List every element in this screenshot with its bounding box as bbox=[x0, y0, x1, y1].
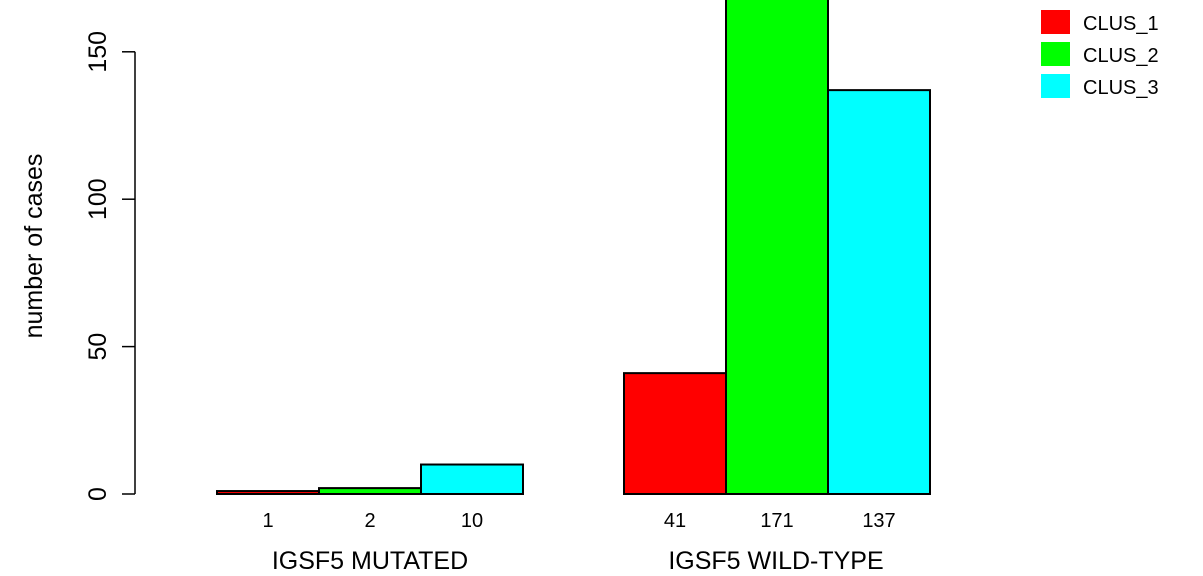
y-tick-label: 100 bbox=[84, 178, 112, 220]
legend-label: CLUS_3 bbox=[1083, 77, 1159, 99]
legend-swatch bbox=[1041, 74, 1070, 98]
bar bbox=[827, 89, 931, 496]
group-label-mutated: IGSF5 MUTATED bbox=[272, 547, 468, 575]
bar bbox=[623, 372, 727, 495]
bar-value-label: 171 bbox=[760, 510, 793, 532]
bar-value-label: 1 bbox=[262, 510, 273, 532]
bar-value-label: 10 bbox=[461, 510, 483, 532]
bar-value-label: 2 bbox=[364, 510, 375, 532]
legend-label: CLUS_1 bbox=[1083, 13, 1159, 35]
bar bbox=[216, 490, 320, 496]
value-labels: 1 2 10 41 171 137 bbox=[262, 510, 895, 532]
legend: CLUS_1 CLUS_2 CLUS_3 bbox=[1041, 10, 1159, 99]
bar bbox=[725, 0, 829, 496]
y-axis-label: number of cases bbox=[20, 154, 48, 339]
group-label-wild-type: IGSF5 WILD-TYPE bbox=[668, 547, 883, 575]
bar bbox=[420, 463, 524, 495]
legend-swatch bbox=[1041, 42, 1070, 66]
bars bbox=[216, 0, 931, 496]
bar-value-label: 41 bbox=[664, 510, 686, 532]
bar-value-label: 137 bbox=[862, 510, 895, 532]
legend-label: CLUS_2 bbox=[1083, 45, 1159, 67]
y-axis: 0 50 100 150 bbox=[84, 31, 136, 501]
y-tick-label: 50 bbox=[84, 333, 112, 361]
y-tick-label: 150 bbox=[84, 31, 112, 73]
bar bbox=[318, 487, 422, 496]
y-tick-label: 0 bbox=[84, 487, 112, 501]
legend-swatch bbox=[1041, 10, 1070, 34]
